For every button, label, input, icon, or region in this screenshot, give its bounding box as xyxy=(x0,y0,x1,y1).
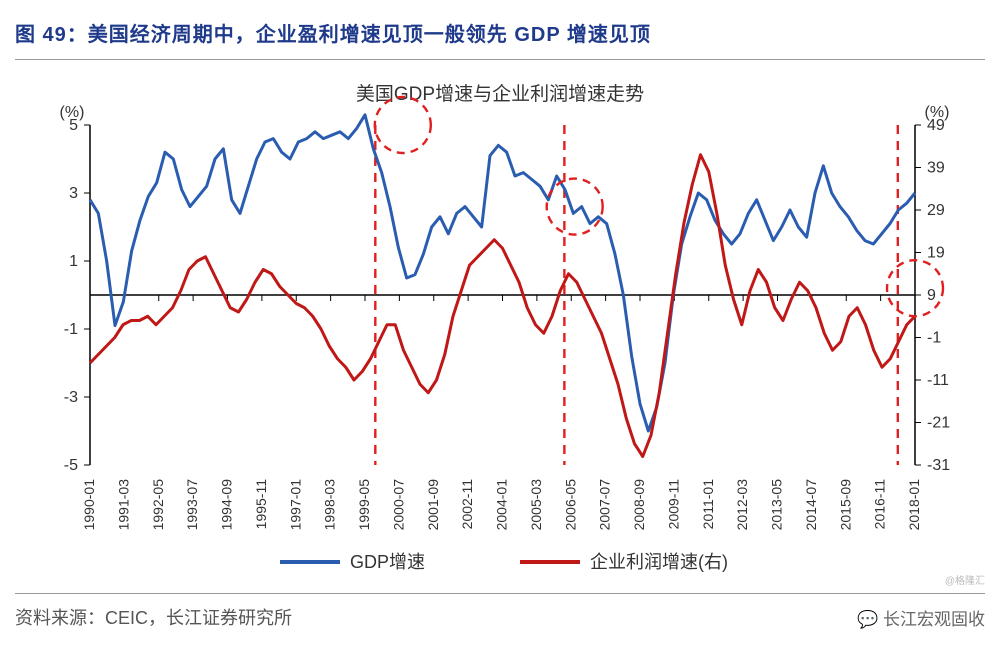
svg-text:美国GDP增速与企业利润增速走势: 美国GDP增速与企业利润增速走势 xyxy=(356,83,644,105)
svg-text:1994-09: 1994-09 xyxy=(219,479,235,531)
svg-text:-5: -5 xyxy=(64,457,78,474)
svg-text:2004-01: 2004-01 xyxy=(494,479,510,531)
svg-text:1999-05: 1999-05 xyxy=(356,479,372,531)
figure-title: 图 49：美国经济周期中，企业盈利增速见顶一般领先 GDP 增速见顶 xyxy=(15,12,985,60)
svg-text:2015-09: 2015-09 xyxy=(837,479,853,531)
svg-text:-11: -11 xyxy=(927,372,949,389)
svg-text:1997-01: 1997-01 xyxy=(287,479,303,531)
svg-text:3: 3 xyxy=(69,185,78,202)
svg-text:-31: -31 xyxy=(927,457,950,474)
svg-text:2013-05: 2013-05 xyxy=(769,479,785,531)
watermark-text: 长江宏观固收 xyxy=(857,605,985,630)
svg-text:2000-07: 2000-07 xyxy=(390,479,406,531)
svg-text:1992-05: 1992-05 xyxy=(150,479,166,531)
chart-svg: 美国GDP增速与企业利润增速走势(%)(%)-5-3-1135-31-21-11… xyxy=(15,70,985,580)
svg-text:1993-07: 1993-07 xyxy=(184,479,200,531)
svg-text:1990-01: 1990-01 xyxy=(81,479,97,531)
svg-text:19: 19 xyxy=(927,245,945,262)
tiny-watermark: @格隆汇 xyxy=(945,572,985,587)
svg-text:1995-11: 1995-11 xyxy=(253,479,269,530)
footer: 资料来源：CEIC，长江证券研究所 长江宏观固收 xyxy=(15,593,985,630)
svg-text:2012-03: 2012-03 xyxy=(734,479,750,531)
source-text: 资料来源：CEIC，长江证券研究所 xyxy=(15,604,292,630)
svg-text:1: 1 xyxy=(69,253,78,270)
svg-text:2014-07: 2014-07 xyxy=(803,479,819,531)
svg-text:2005-03: 2005-03 xyxy=(528,479,544,531)
svg-text:2018-01: 2018-01 xyxy=(906,479,922,531)
svg-text:2001-09: 2001-09 xyxy=(425,479,441,531)
svg-text:2016-11: 2016-11 xyxy=(872,479,888,530)
svg-text:企业利润增速(右): 企业利润增速(右) xyxy=(590,552,728,572)
svg-text:39: 39 xyxy=(927,160,945,177)
svg-text:-21: -21 xyxy=(927,415,950,432)
svg-text:1998-03: 1998-03 xyxy=(322,479,338,531)
svg-text:-1: -1 xyxy=(927,330,941,347)
svg-text:2008-09: 2008-09 xyxy=(631,479,647,531)
svg-text:29: 29 xyxy=(927,202,945,219)
svg-text:2007-07: 2007-07 xyxy=(597,479,613,531)
svg-text:-3: -3 xyxy=(64,389,78,406)
svg-text:49: 49 xyxy=(927,117,945,134)
svg-text:GDP增速: GDP增速 xyxy=(350,552,425,572)
svg-text:2009-11: 2009-11 xyxy=(665,479,681,530)
svg-text:1991-03: 1991-03 xyxy=(115,479,131,531)
svg-text:2011-01: 2011-01 xyxy=(700,479,716,530)
svg-text:-1: -1 xyxy=(64,321,78,338)
chart-area: 美国GDP增速与企业利润增速走势(%)(%)-5-3-1135-31-21-11… xyxy=(15,70,985,585)
svg-text:2006-05: 2006-05 xyxy=(562,479,578,531)
svg-text:9: 9 xyxy=(927,287,936,304)
svg-text:5: 5 xyxy=(69,117,78,134)
svg-text:2002-11: 2002-11 xyxy=(459,479,475,530)
